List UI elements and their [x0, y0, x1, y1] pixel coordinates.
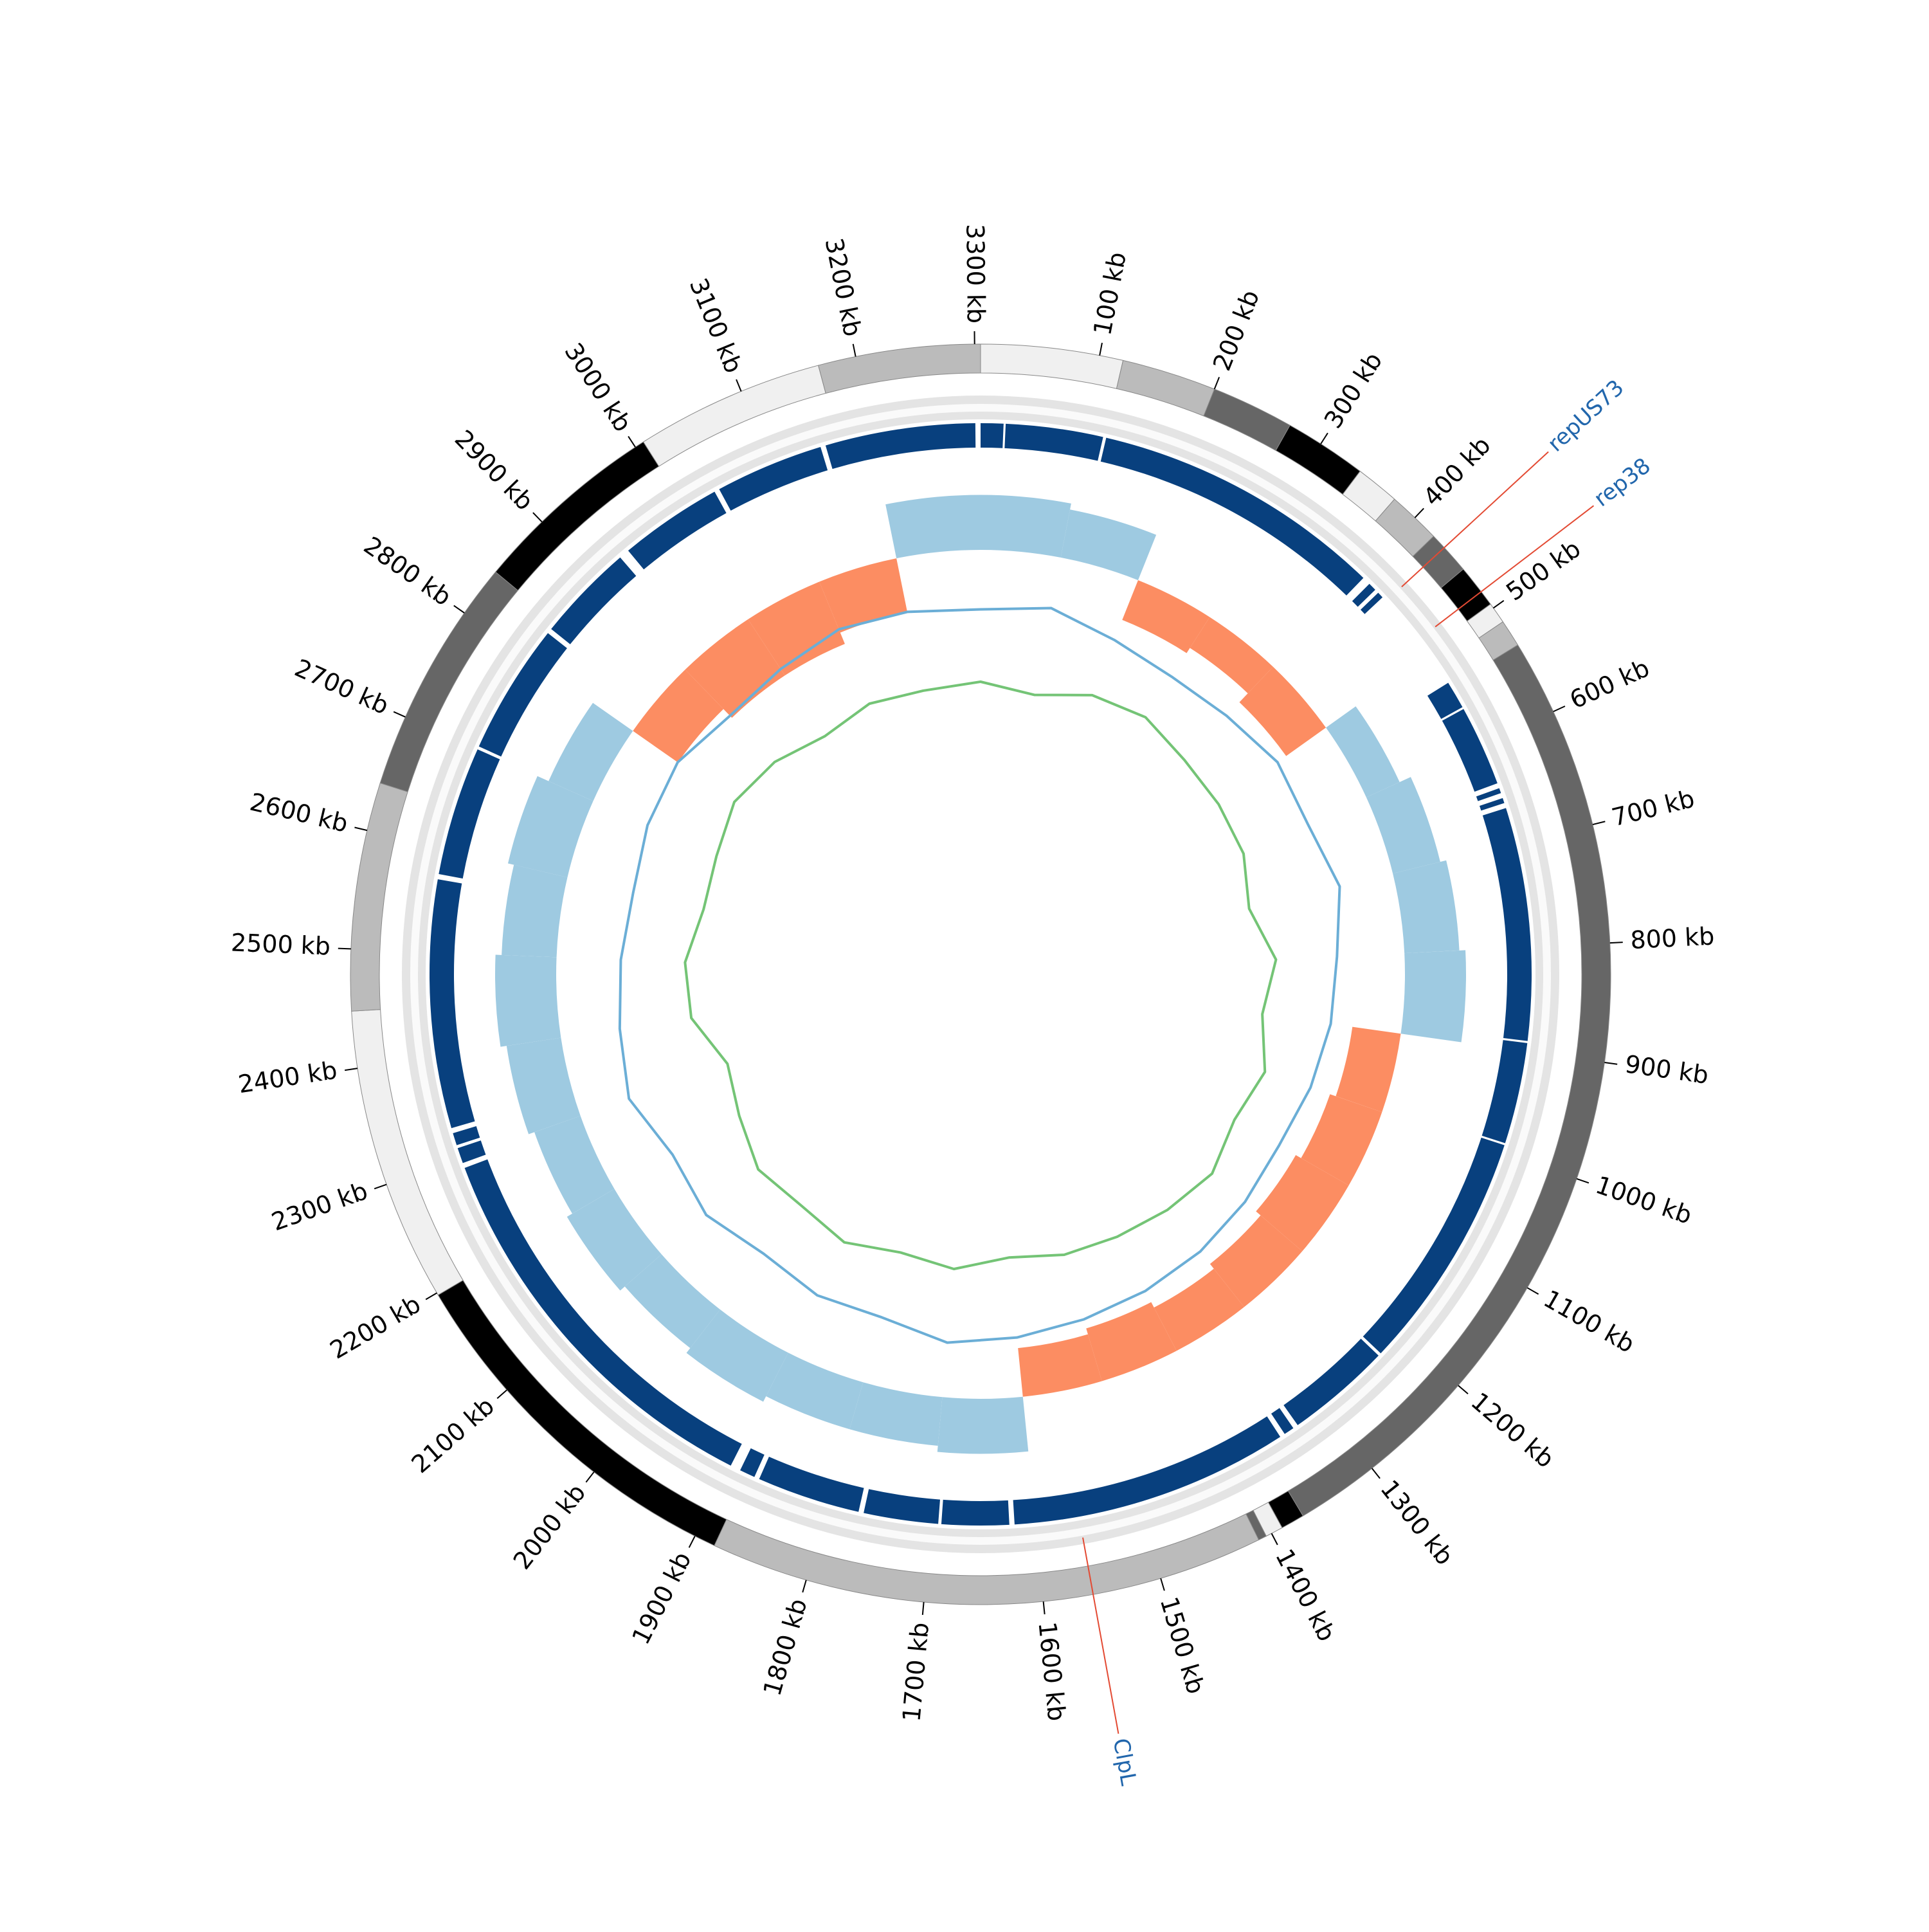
annotation-label: rep38 [1589, 453, 1656, 512]
tick-mark [1100, 343, 1102, 356]
tick-mark [1553, 706, 1565, 711]
tick-mark [497, 1390, 507, 1398]
contig-segment [1276, 425, 1360, 494]
tick-mark [354, 828, 367, 831]
tick-mark [802, 1580, 806, 1592]
tick-label: 2700 kb [291, 653, 393, 720]
tick-label: 300 kb [1319, 347, 1388, 433]
tick-label: 400 kb [1418, 431, 1496, 511]
tick-mark [1527, 1288, 1538, 1294]
tick-mark [923, 1602, 924, 1615]
tick-label: 800 kb [1630, 922, 1716, 954]
contig-segment [981, 344, 1123, 388]
tick-mark [426, 1293, 437, 1299]
skew-bar [981, 495, 1071, 558]
tick-mark [394, 712, 405, 717]
tick-label: 2600 kb [247, 788, 350, 838]
tick-label: 500 kb [1501, 534, 1586, 606]
tick-mark [1610, 942, 1623, 943]
annotation-label: repUS73 [1543, 375, 1629, 457]
tick-label: 2400 kb [236, 1056, 339, 1099]
tick-mark [853, 344, 856, 357]
tick-mark [1044, 1601, 1045, 1614]
skew-bar [885, 495, 981, 559]
synteny-block [981, 423, 1004, 448]
skew-bar [495, 955, 561, 1047]
tick-label: 2500 kb [230, 928, 331, 960]
tick-label: 1600 kb [1033, 1621, 1071, 1723]
tick-label: 600 kb [1566, 653, 1654, 715]
skew-bar [937, 1397, 1029, 1454]
tick-label: 700 kb [1609, 785, 1697, 832]
tick-mark [1415, 508, 1424, 517]
tick-mark [1215, 377, 1219, 389]
tick-mark [1321, 433, 1328, 444]
tick-label: 100 kb [1088, 250, 1132, 338]
tick-label: 2100 kb [406, 1392, 500, 1479]
tick-label: 1800 kb [758, 1596, 813, 1699]
tick-mark [1161, 1578, 1164, 1590]
tick-label: 900 kb [1623, 1050, 1710, 1089]
tick-label: 2000 kb [508, 1479, 592, 1574]
tick-label: 1900 kb [626, 1547, 696, 1649]
tick-mark [1604, 1062, 1617, 1064]
tick-label: 3300 kb [961, 224, 990, 324]
tick-mark [628, 436, 635, 447]
tick-mark [533, 513, 542, 522]
contig-segment [1204, 389, 1290, 451]
tick-mark [374, 1185, 386, 1189]
synteny-block [941, 1500, 1010, 1526]
tick-label: 2300 kb [268, 1176, 372, 1236]
tick-label: 2800 kb [359, 531, 457, 612]
tick-label: 1100 kb [1539, 1284, 1639, 1358]
tick-mark [1593, 821, 1605, 825]
tick-label: 1200 kb [1465, 1387, 1559, 1473]
tick-label: 2900 kb [449, 424, 539, 516]
tick-label: 1500 kb [1155, 1594, 1210, 1697]
contig-segment [1116, 360, 1214, 415]
tick-mark [1577, 1179, 1589, 1183]
tick-mark [586, 1472, 593, 1482]
tick-mark [1493, 601, 1503, 608]
tick-mark [1272, 1533, 1278, 1545]
tick-label: 1400 kb [1270, 1544, 1341, 1646]
tick-mark [1458, 1385, 1468, 1394]
tick-label: 1000 kb [1592, 1171, 1696, 1230]
tick-mark [736, 379, 741, 392]
tick-label: 2200 kb [325, 1290, 426, 1364]
contig-segment [350, 783, 408, 1011]
annotation-label: ClpL [1108, 1736, 1142, 1788]
tick-label: 3100 kb [684, 274, 748, 377]
contig-segment [819, 344, 981, 394]
tick-mark [454, 606, 464, 613]
tick-label: 3000 kb [559, 338, 637, 437]
tick-mark [1372, 1468, 1380, 1479]
skew-bar [1401, 950, 1466, 1042]
tick-label: 1300 kb [1375, 1475, 1459, 1571]
tick-mark [689, 1536, 695, 1548]
tick-label: 3200 kb [819, 235, 867, 339]
tick-label: 1700 kb [897, 1621, 934, 1723]
tick-mark [345, 1068, 358, 1070]
tick-label: 200 kb [1208, 286, 1265, 375]
